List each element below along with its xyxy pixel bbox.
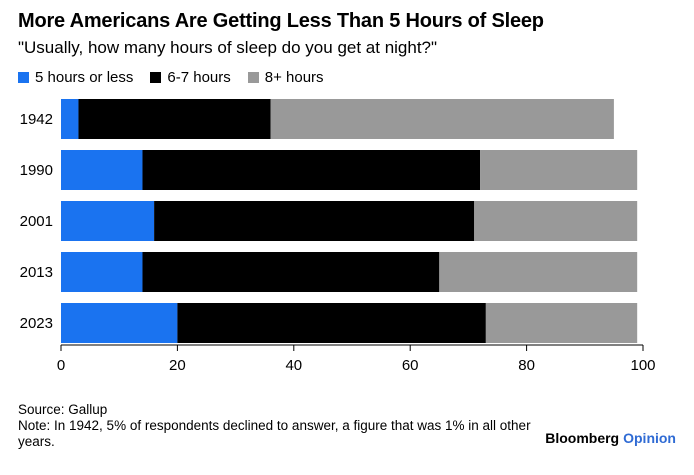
chart-subtitle: "Usually, how many hours of sleep do you… [18, 38, 438, 57]
bar-2001-8-hours [474, 201, 638, 241]
category-label-1942: 1942 [20, 111, 53, 128]
category-label-2001: 2001 [20, 213, 53, 230]
legend-item-8-plus-hours: 8+ hours [247, 69, 324, 86]
footnote: Note: In 1942, 5% of respondents decline… [18, 418, 531, 449]
bar-1990-5-hours-or-less [61, 150, 143, 190]
legend: 5 hours or less 6-7 hours 8+ hours [18, 69, 341, 86]
legend-label-8-plus-hours: 8+ hours [264, 69, 324, 86]
bar-1942-5-hours-or-less [61, 99, 79, 139]
bar-2023-6-7-hours [177, 303, 486, 343]
category-label-2013: 2013 [20, 264, 53, 281]
brand-name: Bloomberg [545, 430, 620, 446]
bar-2001-5-hours-or-less [61, 201, 155, 241]
x-tick-label-0: 0 [57, 357, 65, 374]
legend-swatch-8-plus-hours [247, 72, 259, 83]
bar-2023-8-hours [485, 303, 638, 343]
stacked-bar-chart: 1942 1990 2001 2013 2023 0 20 40 60 80 100 [20, 99, 656, 374]
x-tick-label-60: 60 [402, 357, 419, 374]
x-tick-label-100: 100 [630, 357, 655, 374]
bar-1990-8-hours [480, 150, 638, 190]
bar-1942-8-hours [270, 99, 614, 139]
x-tick-label-80: 80 [518, 357, 535, 374]
bar-1942-6-7-hours [78, 99, 271, 139]
source-note: Source: Gallup [18, 402, 108, 417]
legend-item-6-7-hours: 6-7 hours [150, 69, 231, 86]
bar-2023-5-hours-or-less [61, 303, 178, 343]
bar-2001-6-7-hours [154, 201, 475, 241]
category-label-2023: 2023 [20, 315, 53, 332]
brand-logo: Bloomberg Opinion [545, 430, 676, 446]
category-label-1990: 1990 [20, 162, 53, 179]
brand-suffix: Opinion [623, 430, 676, 446]
bar-2013-6-7-hours [142, 252, 440, 292]
bar-1990-6-7-hours [142, 150, 481, 190]
legend-label-5-hours: 5 hours or less [35, 69, 134, 86]
legend-swatch-6-7-hours [150, 72, 162, 83]
bar-2013-8-hours [439, 252, 638, 292]
x-tick-label-20: 20 [169, 357, 186, 374]
chart-title: More Americans Are Getting Less Than 5 H… [18, 10, 544, 32]
legend-label-6-7-hours: 6-7 hours [167, 69, 231, 86]
footer: Source: Gallup Note: In 1942, 5% of resp… [18, 402, 538, 450]
bar-2013-5-hours-or-less [61, 252, 143, 292]
legend-item-5-hours: 5 hours or less [18, 69, 133, 86]
legend-swatch-5-hours [18, 72, 29, 83]
x-tick-label-40: 40 [285, 357, 302, 374]
